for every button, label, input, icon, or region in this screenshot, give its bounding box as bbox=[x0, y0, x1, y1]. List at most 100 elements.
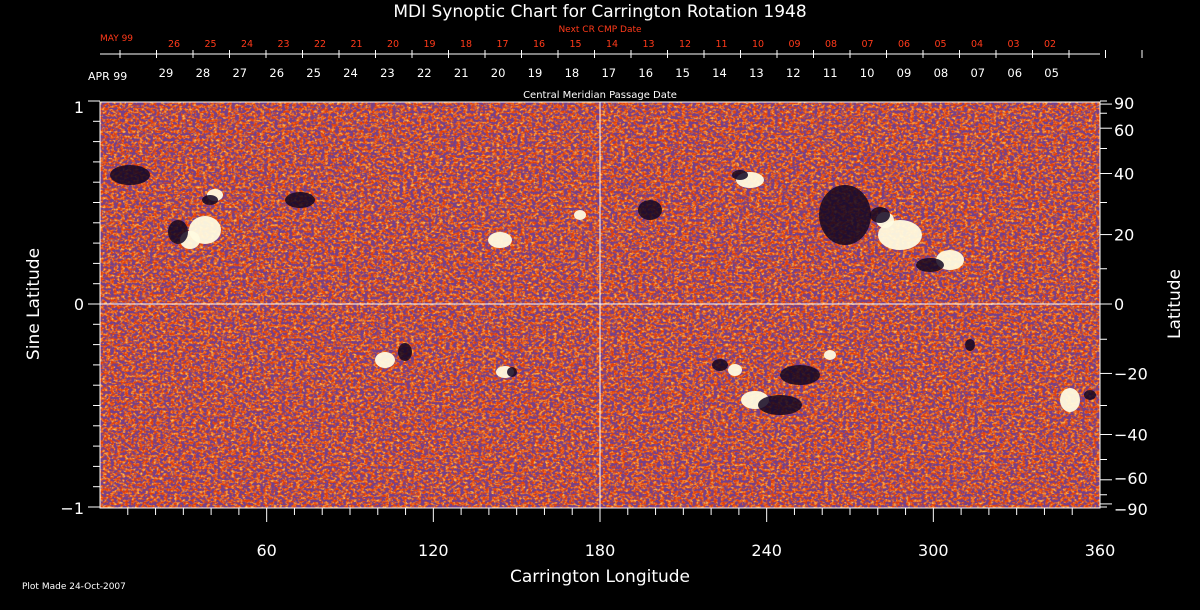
next-cmp-day: 18 bbox=[460, 39, 472, 50]
negative-region bbox=[202, 195, 218, 205]
negative-region bbox=[712, 359, 728, 371]
positive-region bbox=[878, 220, 922, 250]
cmp-day: 19 bbox=[528, 66, 543, 80]
negative-region bbox=[732, 170, 748, 180]
cmp-day: 28 bbox=[196, 66, 211, 80]
right-axis-tick-labels: 90 60 40 20 0 −20 −40 −60 −90 bbox=[1114, 94, 1148, 519]
next-cmp-day: 06 bbox=[898, 39, 910, 50]
right-tick-label: 60 bbox=[1114, 121, 1134, 140]
next-cmp-day: 12 bbox=[679, 39, 691, 50]
cmp-day: 14 bbox=[712, 66, 727, 80]
cmp-day: 29 bbox=[159, 66, 174, 80]
negative-region bbox=[916, 258, 944, 272]
positive-region bbox=[488, 232, 512, 248]
x-tick-label: 60 bbox=[256, 541, 276, 560]
right-tick-label: 40 bbox=[1114, 165, 1134, 184]
cmp-day: 26 bbox=[269, 66, 284, 80]
next-cmp-day: 21 bbox=[350, 39, 362, 50]
next-cmp-day: 26 bbox=[168, 39, 180, 50]
next-cmp-day: 08 bbox=[825, 39, 837, 50]
x-axis-label: Carrington Longitude bbox=[510, 567, 690, 587]
negative-region bbox=[110, 165, 150, 185]
right-tick-label: −20 bbox=[1114, 364, 1148, 383]
next-cmp-day: 16 bbox=[533, 39, 545, 50]
next-cmp-day: 20 bbox=[387, 39, 399, 50]
date-ticks bbox=[119, 50, 1143, 58]
next-cmp-day: 07 bbox=[861, 39, 873, 50]
right-tick-label: −90 bbox=[1114, 500, 1148, 519]
next-cmp-month: MAY 99 bbox=[100, 34, 133, 44]
x-tick-label: 360 bbox=[1085, 541, 1116, 560]
left-tick-top: 1 bbox=[74, 98, 84, 117]
next-cmp-day: 03 bbox=[1007, 39, 1019, 50]
x-tick-label: 300 bbox=[918, 541, 949, 560]
cmp-day: 18 bbox=[565, 66, 580, 80]
positive-region bbox=[375, 352, 395, 368]
next-cmp-day: 23 bbox=[277, 39, 289, 50]
left-tick-bottom: −1 bbox=[60, 499, 84, 518]
cmp-day: 16 bbox=[638, 66, 653, 80]
cmp-day: 07 bbox=[970, 66, 985, 80]
cmp-day: 24 bbox=[343, 66, 358, 80]
next-cmp-day: 24 bbox=[241, 39, 253, 50]
right-tick-label: 90 bbox=[1114, 94, 1134, 113]
cmp-day: 11 bbox=[823, 66, 838, 80]
cmp-day: 20 bbox=[491, 66, 506, 80]
next-cmp-day: 14 bbox=[606, 39, 618, 50]
next-cmp-day: 15 bbox=[569, 39, 581, 50]
cmp-days: 29 28 27 26 25 24 23 22 21 20 19 18 17 16 15 14 13 12 11 10… bbox=[159, 66, 1059, 80]
negative-region bbox=[168, 220, 188, 244]
left-axis-label: Sine Latitude bbox=[24, 248, 44, 360]
right-axis-ticks bbox=[1100, 100, 1112, 508]
cmp-day: 27 bbox=[232, 66, 247, 80]
right-tick-label: −60 bbox=[1114, 469, 1148, 488]
plot-made-footer: Plot Made 24-Oct-2007 bbox=[22, 582, 126, 592]
next-cmp-day: 13 bbox=[642, 39, 654, 50]
next-cmp-day: 09 bbox=[788, 39, 800, 50]
next-cmp-day: 25 bbox=[204, 39, 216, 50]
cmp-day: 21 bbox=[454, 66, 469, 80]
cmp-day: 09 bbox=[897, 66, 912, 80]
x-tick-label: 240 bbox=[751, 541, 782, 560]
positive-region bbox=[1060, 388, 1080, 412]
next-cmp-day: 05 bbox=[934, 39, 946, 50]
x-axis-tick-labels: 60 120 180 240 300 360 bbox=[256, 541, 1115, 560]
negative-region bbox=[758, 395, 802, 415]
next-cmp-day: 10 bbox=[752, 39, 764, 50]
x-axis-ticks bbox=[127, 508, 1073, 522]
cmp-day: 08 bbox=[934, 66, 949, 80]
cmp-day: 10 bbox=[860, 66, 875, 80]
negative-region bbox=[780, 365, 820, 385]
cmp-day: 22 bbox=[417, 66, 432, 80]
next-cmp-day: 11 bbox=[715, 39, 727, 50]
negative-region bbox=[965, 339, 975, 351]
cmp-day: 17 bbox=[601, 66, 616, 80]
right-axis-label: Latitude bbox=[1165, 269, 1185, 339]
cmp-day: 06 bbox=[1007, 66, 1022, 80]
cmp-day: 05 bbox=[1044, 66, 1059, 80]
next-cmp-day: 04 bbox=[971, 39, 983, 50]
cmp-month: APR 99 bbox=[88, 70, 127, 83]
next-cmp-label: Next CR CMP Date bbox=[558, 25, 642, 35]
cmp-label: Central Meridian Passage Date bbox=[523, 90, 677, 101]
next-cmp-day: 19 bbox=[423, 39, 435, 50]
next-cmp-day: 17 bbox=[496, 39, 508, 50]
cmp-day: 23 bbox=[380, 66, 395, 80]
left-axis-ticks bbox=[88, 100, 100, 508]
chart-title: MDI Synoptic Chart for Carrington Rotati… bbox=[393, 2, 806, 22]
cmp-day: 15 bbox=[675, 66, 690, 80]
negative-region bbox=[507, 367, 517, 377]
positive-region bbox=[574, 210, 586, 220]
cmp-day: 12 bbox=[786, 66, 801, 80]
negative-region bbox=[638, 200, 662, 220]
negative-region bbox=[819, 185, 871, 245]
left-tick-zero: 0 bbox=[74, 295, 84, 314]
cmp-day: 25 bbox=[306, 66, 321, 80]
next-cmp-days: 26 25 24 23 22 21 20 19 18 17 16 15 14 13 12 11 10 09 08 07… bbox=[168, 39, 1056, 50]
magnetogram-map bbox=[100, 102, 1100, 508]
right-tick-label: −40 bbox=[1114, 425, 1148, 444]
next-cmp-day: 22 bbox=[314, 39, 326, 50]
active-regions bbox=[110, 165, 1096, 415]
negative-region bbox=[870, 207, 890, 223]
